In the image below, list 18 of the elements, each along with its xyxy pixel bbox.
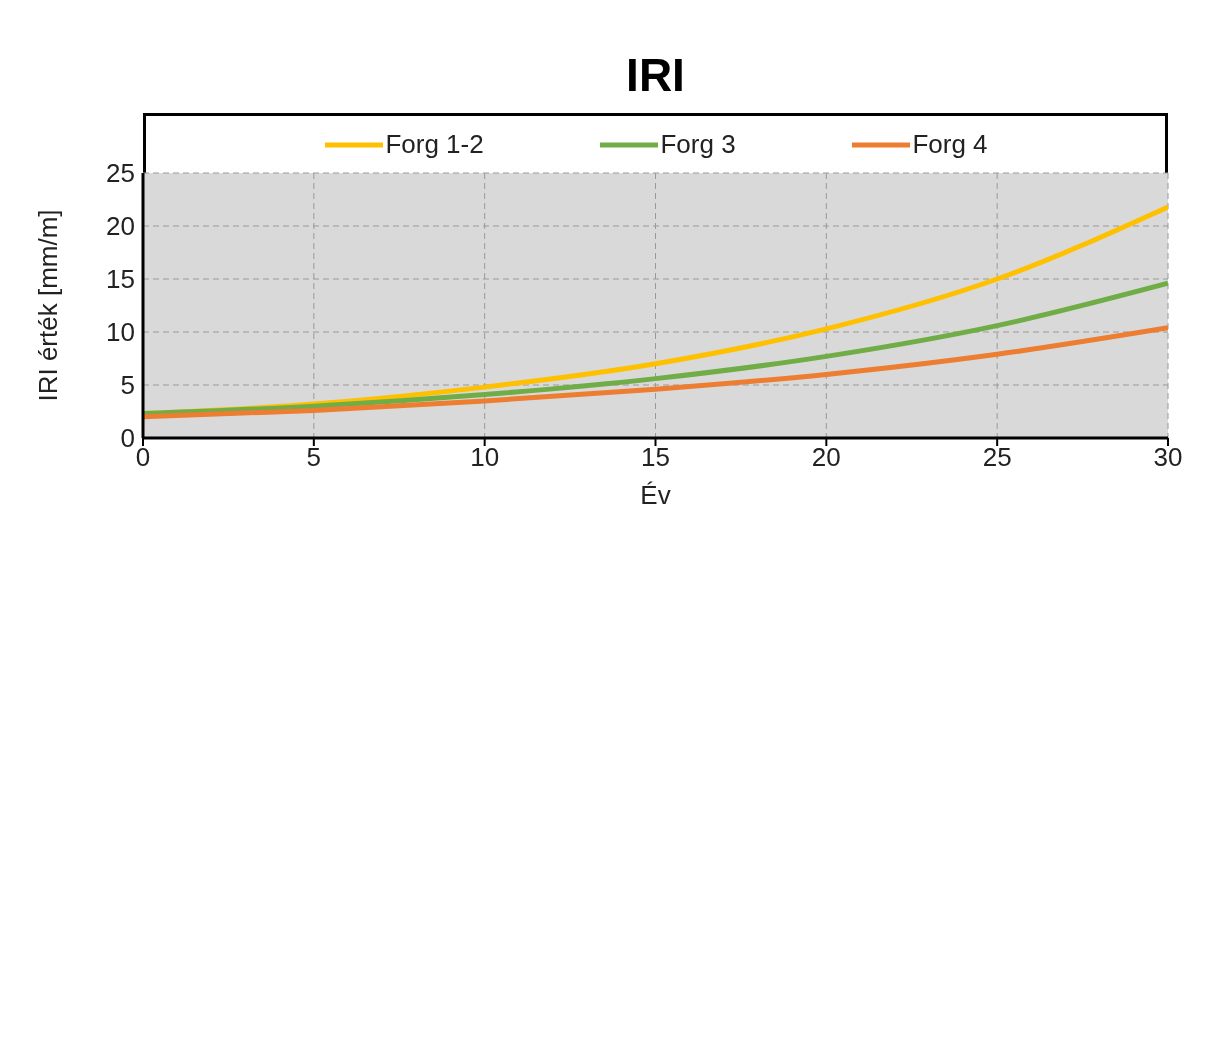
- x-tick-label: 30: [1153, 442, 1183, 473]
- y-tick-label: 15: [106, 264, 135, 295]
- legend-label: Forg 4: [912, 129, 988, 160]
- legend-label: Forg 1-2: [385, 129, 484, 160]
- chart-title: IRI: [625, 48, 686, 103]
- x-tick-label: 5: [306, 442, 322, 473]
- x-tick-label: 20: [811, 442, 841, 473]
- x-tick-label: 15: [641, 442, 670, 473]
- y-tick-label: 25: [106, 158, 135, 189]
- y-tick-label: 10: [106, 317, 135, 348]
- y-tick-label: 0: [120, 423, 135, 454]
- y-tick-label: 5: [120, 370, 135, 401]
- y-tick-label: 20: [106, 211, 135, 242]
- y-axis-title: IRI érték [mm/m]: [33, 209, 64, 402]
- x-axis-title: Év: [640, 480, 671, 511]
- x-tick-label: 25: [982, 442, 1012, 473]
- x-tick-label: 10: [470, 442, 500, 473]
- legend-label: Forg 3: [660, 129, 736, 160]
